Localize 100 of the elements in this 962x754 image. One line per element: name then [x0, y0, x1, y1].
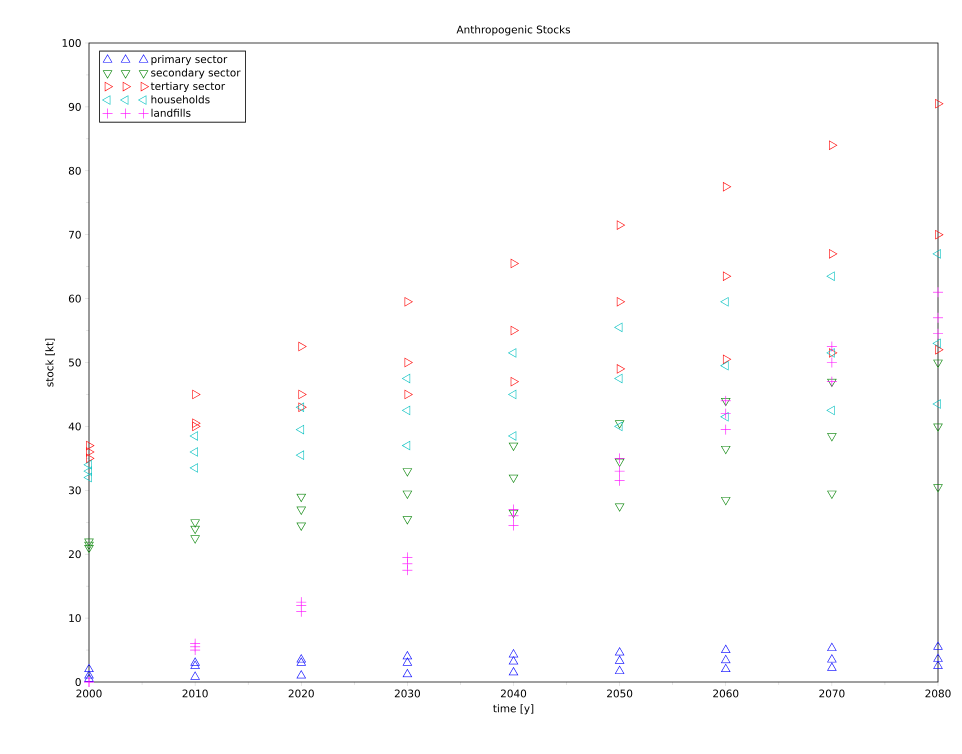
point: [616, 364, 625, 374]
point: [190, 447, 198, 457]
point: [402, 651, 412, 660]
point: [827, 654, 837, 662]
legend-label: landfills: [152, 108, 190, 117]
point: [508, 510, 518, 518]
point: [614, 647, 624, 656]
point: [510, 258, 519, 268]
point: [933, 642, 943, 650]
point: [296, 658, 306, 666]
point: [935, 230, 944, 240]
point: [826, 357, 838, 368]
x-tick-label: 2070: [819, 690, 844, 698]
point: [508, 390, 516, 400]
point: [721, 654, 730, 664]
point: [190, 526, 200, 534]
point: [722, 182, 732, 192]
point: [827, 490, 837, 499]
point: [614, 453, 625, 464]
point: [720, 424, 732, 435]
point: [84, 664, 94, 672]
y-tick-label: 0: [76, 678, 81, 686]
point: [508, 442, 518, 451]
point: [84, 670, 94, 678]
point: [508, 431, 516, 441]
point: [932, 338, 941, 348]
point: [298, 342, 307, 352]
point: [296, 424, 304, 434]
point: [402, 374, 410, 384]
point: [192, 422, 200, 432]
point: [935, 99, 944, 108]
point: [404, 390, 413, 400]
point: [402, 669, 412, 678]
point: [720, 297, 729, 306]
point: [616, 220, 625, 230]
point: [721, 664, 730, 672]
y-tick-label: 10: [69, 614, 81, 622]
y-tick-label: 60: [68, 294, 81, 303]
point: [932, 312, 944, 324]
point: [614, 475, 625, 486]
point: [932, 286, 944, 298]
point: [827, 642, 837, 651]
point: [190, 660, 200, 669]
x-tick-label: 2060: [713, 690, 738, 698]
point: [614, 374, 622, 384]
point: [86, 447, 94, 457]
point: [614, 420, 624, 429]
point: [84, 460, 92, 470]
point: [190, 431, 198, 441]
legend-label: tertiary sector: [150, 82, 226, 92]
point: [826, 341, 838, 352]
point: [404, 297, 413, 306]
point: [722, 272, 732, 281]
point: [720, 361, 729, 370]
y-axis-title: stock [kt]: [45, 338, 55, 387]
point: [933, 360, 943, 368]
point: [296, 522, 306, 531]
point: [508, 656, 518, 664]
point: [827, 378, 837, 387]
legend-label: households: [152, 95, 210, 104]
point: [192, 418, 200, 428]
point: [829, 348, 838, 358]
point: [402, 658, 412, 666]
point: [932, 328, 944, 340]
point: [933, 654, 943, 662]
point: [826, 272, 835, 281]
point: [721, 644, 730, 653]
point: [298, 390, 307, 400]
y-tick-label: 80: [68, 166, 81, 175]
point: [508, 667, 518, 676]
point: [827, 433, 837, 442]
point: [614, 466, 625, 476]
point: [826, 406, 835, 416]
x-tick-label: 2020: [288, 690, 314, 698]
point: [616, 297, 625, 306]
point: [192, 390, 200, 400]
point: [190, 644, 200, 656]
point: [720, 396, 732, 406]
point: [190, 519, 200, 528]
point: [84, 466, 92, 476]
point: [86, 454, 94, 463]
point: [614, 656, 624, 664]
point: [296, 670, 306, 678]
x-tick-label: 2030: [394, 690, 420, 698]
point: [826, 376, 838, 387]
point: [933, 484, 943, 492]
point: [190, 672, 200, 680]
x-tick-label: 2050: [607, 690, 632, 698]
point: [296, 506, 306, 515]
point: [84, 542, 94, 550]
point: [296, 402, 304, 412]
point: [296, 606, 307, 618]
point: [404, 358, 413, 368]
point: [510, 326, 519, 336]
point: [614, 322, 622, 332]
point: [829, 140, 838, 150]
point: [722, 354, 732, 364]
x-axis-title: time [y]: [493, 704, 534, 714]
point: [721, 497, 730, 506]
point: [86, 440, 94, 450]
